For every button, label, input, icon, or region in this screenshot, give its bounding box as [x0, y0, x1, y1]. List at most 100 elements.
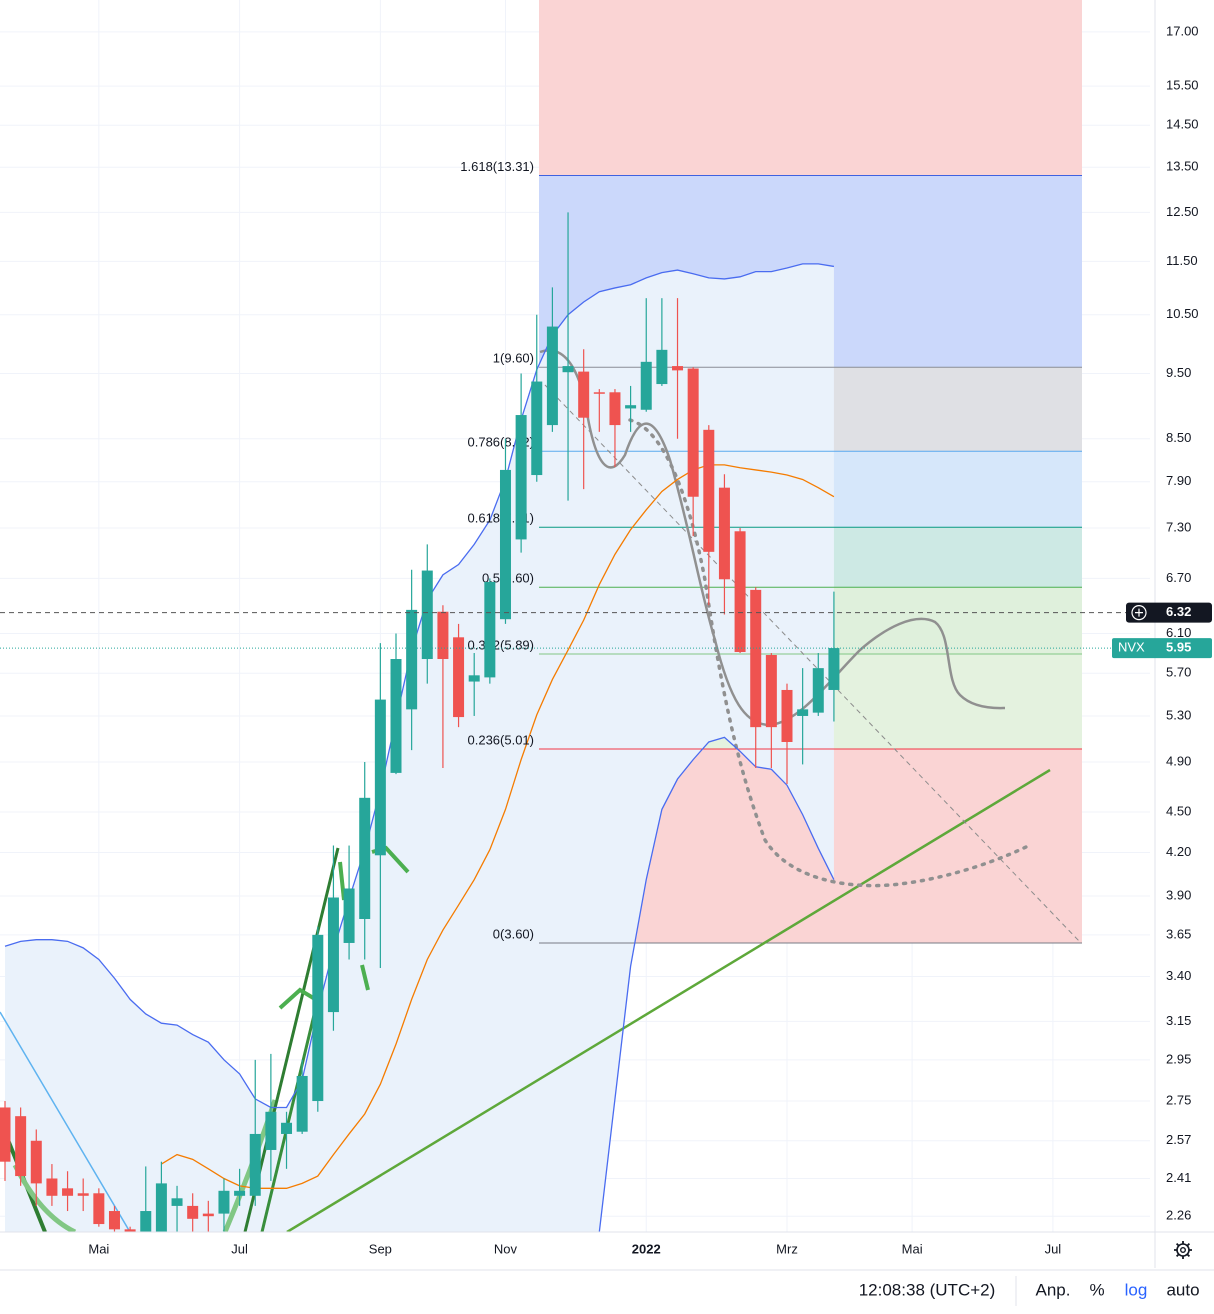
candle-body [515, 415, 527, 540]
candle-body [609, 392, 621, 426]
y-tick-label: 2.26 [1166, 1208, 1191, 1223]
candle-body [281, 1122, 293, 1134]
candle-body [593, 392, 605, 394]
candle-body [390, 659, 402, 773]
price-axis: 17.00 15.50 14.50 13.50 12.50 11.50 10.50 9.50 8… [1166, 23, 1199, 1222]
candle-body [327, 897, 339, 1013]
trend-line [286, 768, 1051, 1232]
candle-body [703, 429, 715, 552]
candle-body [312, 934, 324, 1102]
candle-body [62, 1188, 74, 1196]
candle-body [812, 668, 824, 713]
candle-body [750, 589, 762, 728]
fib-label: 1.618(13.31) [460, 159, 534, 174]
x-tick-label: 2022 [632, 1241, 661, 1256]
y-tick-label: 6.10 [1166, 625, 1191, 640]
candle-body [140, 1211, 152, 1232]
candle-body [828, 648, 840, 690]
trend-line [0, 1011, 131, 1232]
candle-body [468, 675, 480, 682]
candle-body [499, 469, 511, 620]
y-tick-label: 2.95 [1166, 1051, 1191, 1066]
x-tick-label: Nov [494, 1241, 518, 1256]
candle-body [406, 609, 418, 710]
candle-body [640, 361, 652, 410]
y-tick-label: 13.50 [1166, 159, 1199, 174]
overlay-lines [4, 263, 835, 1232]
y-tick-label: 4.20 [1166, 844, 1191, 859]
candle-body [265, 1111, 277, 1150]
fib-label: 0.236(5.01) [468, 732, 535, 747]
overlay-line [161, 464, 835, 1189]
y-tick-label: 3.15 [1166, 1013, 1191, 1028]
y-tick-label: 3.90 [1166, 887, 1191, 902]
y-tick-label: 7.30 [1166, 519, 1191, 534]
candle-body [46, 1178, 58, 1196]
y-tick-label: 12.50 [1166, 204, 1199, 219]
band-fill [5, 263, 834, 1232]
band [5, 263, 834, 1232]
candle-body [484, 581, 496, 678]
arrow-line [360, 964, 370, 991]
projection-dotted [628, 418, 1032, 888]
candle-body [202, 1213, 214, 1217]
fib-label: 1(9.60) [493, 351, 534, 366]
gear-teeth [1174, 1241, 1192, 1259]
candle-body [672, 366, 684, 371]
y-tick-label: 2.75 [1166, 1092, 1191, 1107]
candle-body [781, 689, 793, 742]
y-tick-label: 4.90 [1166, 753, 1191, 768]
fib-label: 0(3.60) [493, 926, 534, 941]
candle-body [171, 1198, 183, 1206]
crosshair-price: 6.32 [1166, 604, 1191, 619]
log-button[interactable]: log [1125, 1280, 1148, 1299]
clock: 12:08:38 (UTC+2) [859, 1280, 996, 1299]
x-tick-label: Mai [902, 1241, 923, 1256]
candle-body [734, 531, 746, 653]
overlay-line [4, 263, 835, 1109]
arrow-line [260, 989, 322, 1232]
y-tick-label: 2.41 [1166, 1170, 1191, 1185]
candle-body [234, 1190, 246, 1196]
candle-body [77, 1193, 89, 1196]
y-tick-label: 8.50 [1166, 430, 1191, 445]
x-tick-label: Mai [88, 1241, 109, 1256]
candle-body [249, 1133, 261, 1196]
y-tick-label: 9.50 [1166, 365, 1191, 380]
gear-ring [1176, 1243, 1190, 1257]
price-lines [0, 612, 1150, 649]
y-tick-label: 4.50 [1166, 803, 1191, 818]
candle-body [625, 405, 637, 409]
adjust-button[interactable]: Anp. [1036, 1280, 1071, 1299]
candle-body [687, 368, 699, 497]
projection-curve [539, 349, 1006, 727]
y-tick-label: 17.00 [1166, 23, 1199, 38]
y-tick-label: 14.50 [1166, 117, 1199, 132]
auto-button[interactable]: auto [1166, 1280, 1199, 1299]
candle-body [437, 611, 449, 660]
candle-body [765, 655, 777, 728]
percent-button[interactable]: % [1089, 1280, 1104, 1299]
candles [0, 212, 840, 1232]
candle-body [562, 366, 574, 373]
y-tick-label: 7.90 [1166, 473, 1191, 488]
candle-body [343, 888, 355, 943]
gear-hub [1180, 1247, 1186, 1253]
arrow-line [338, 861, 346, 901]
crosshair-icon [1135, 608, 1143, 617]
x-tick-label: Sep [369, 1241, 392, 1256]
symbol-label: NVX [1118, 640, 1145, 655]
settings-icon[interactable] [1174, 1241, 1192, 1259]
candle-body [0, 1107, 11, 1162]
candle-body [656, 349, 668, 385]
candle-body [93, 1193, 105, 1225]
candle-body [374, 699, 386, 856]
last-price: 5.95 [1166, 640, 1191, 655]
crosshair-icon [1131, 605, 1147, 621]
candle-body [718, 487, 730, 580]
y-tick-label: 6.70 [1166, 570, 1191, 585]
y-tick-label: 10.50 [1166, 306, 1199, 321]
candle-body [296, 1075, 308, 1132]
